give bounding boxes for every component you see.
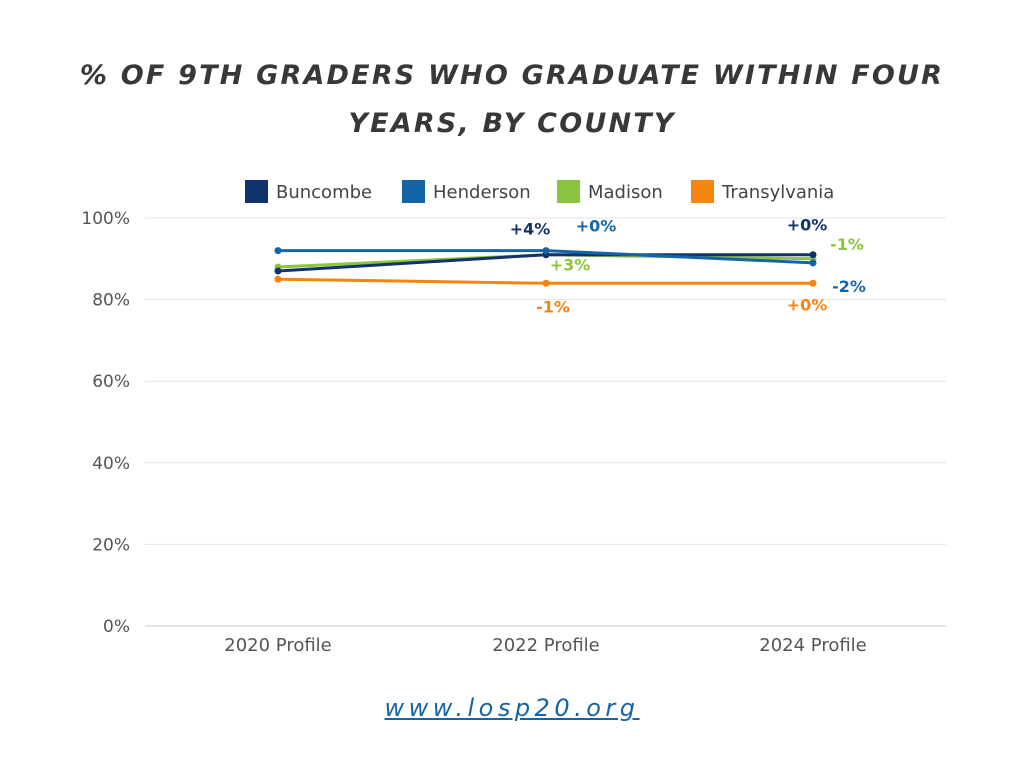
x-tick-label: 2022 Profile — [492, 635, 600, 656]
data-point — [274, 275, 282, 283]
y-tick-label: 20% — [92, 535, 130, 555]
data-label: +4% — [510, 220, 551, 239]
legend-swatch — [402, 180, 425, 203]
y-tick-label: 60% — [92, 372, 130, 392]
data-label: +0% — [787, 216, 828, 235]
legend-swatch — [691, 180, 714, 203]
legend-swatch — [245, 180, 268, 203]
data-labels: +4% +0%+0%-2%+3%-1%-1% +0% — [510, 216, 866, 317]
data-point — [809, 279, 817, 287]
data-label: +0% — [576, 217, 617, 236]
legend-label: Buncombe — [276, 182, 372, 203]
x-tick-label: 2024 Profile — [759, 635, 867, 656]
y-axis-ticks: 0% 20% 40% 60% 80% 100% — [81, 209, 130, 637]
legend: Buncombe Henderson Madison Transylvania — [245, 180, 834, 203]
data-point — [809, 251, 817, 259]
y-tick-label: 100% — [81, 209, 130, 229]
series-points — [274, 247, 817, 287]
data-label: +0% — [787, 295, 828, 314]
legend-swatch — [557, 180, 580, 203]
website-link[interactable]: www.losp20.org — [384, 694, 640, 722]
data-point — [542, 247, 550, 255]
x-tick-label: 2020 Profile — [224, 635, 332, 656]
data-label: -1% — [830, 235, 864, 254]
data-point — [274, 247, 282, 255]
y-tick-label: 40% — [92, 454, 130, 474]
chart-title: % OF 9TH GRADERS WHO GRADUATE WITHIN FOU… — [79, 60, 945, 139]
data-label: -2% — [832, 277, 866, 296]
x-axis-ticks: 2020 Profile 2022 Profile 2024 Profile — [224, 635, 867, 656]
gridlines — [145, 217, 946, 627]
data-point — [274, 267, 282, 275]
data-point — [809, 259, 817, 267]
y-tick-label: 0% — [103, 617, 130, 637]
data-point — [542, 279, 550, 287]
legend-label: Transylvania — [721, 182, 834, 203]
legend-label: Madison — [588, 182, 663, 203]
legend-label: Henderson — [433, 182, 531, 203]
data-label: +3% — [550, 256, 591, 275]
y-tick-label: 80% — [92, 291, 130, 311]
data-label: -1% — [536, 297, 570, 316]
